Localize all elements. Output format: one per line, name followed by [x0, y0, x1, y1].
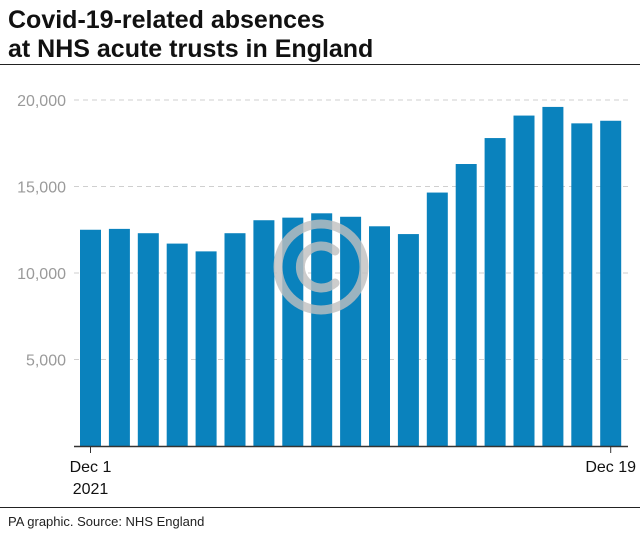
source-note: PA graphic. Source: NHS England	[8, 514, 205, 529]
grid-lines	[74, 99, 628, 360]
top-divider	[0, 64, 640, 65]
bar	[484, 138, 506, 446]
watermark-c	[295, 241, 340, 293]
bar	[426, 192, 448, 446]
bar	[195, 251, 217, 446]
bar	[600, 120, 622, 446]
bar	[253, 220, 275, 446]
bar	[80, 229, 101, 446]
title-line-1: Covid-19-related absences	[8, 6, 325, 34]
bar	[224, 233, 246, 446]
bar	[108, 228, 130, 446]
bottom-divider	[0, 507, 640, 508]
x-tick-label: Dec 19	[585, 459, 636, 476]
bar	[137, 233, 159, 446]
x-tick-label: 2021	[73, 481, 109, 498]
y-tick-label: 10,000	[17, 266, 66, 283]
bar-chart: 5,000 10,000 15,000 20,000 Dec 1 2021 Dec 19	[17, 93, 636, 498]
bar	[513, 115, 535, 446]
y-tick-label: 5,000	[26, 353, 66, 370]
bar	[166, 243, 188, 446]
watermark-ring	[273, 219, 369, 315]
title-line-2: at NHS acute trusts in England	[8, 35, 374, 63]
y-tick-label: 20,000	[17, 93, 66, 110]
x-tick-label: Dec 1	[70, 459, 112, 476]
bar	[397, 234, 419, 446]
bar	[542, 106, 564, 447]
y-tick-label: 15,000	[17, 180, 66, 197]
bar	[369, 226, 390, 446]
x-tick-labels: Dec 1 2021 Dec 19	[70, 446, 636, 498]
bar	[571, 123, 593, 447]
bar	[311, 213, 333, 446]
chart-title: Covid-19-related absences at NHS acute t…	[8, 6, 628, 64]
bars	[80, 106, 622, 447]
bar	[340, 216, 362, 446]
y-tick-labels: 5,000 10,000 15,000 20,000	[17, 93, 66, 370]
copyright-icon	[273, 219, 369, 315]
bar	[455, 164, 477, 446]
